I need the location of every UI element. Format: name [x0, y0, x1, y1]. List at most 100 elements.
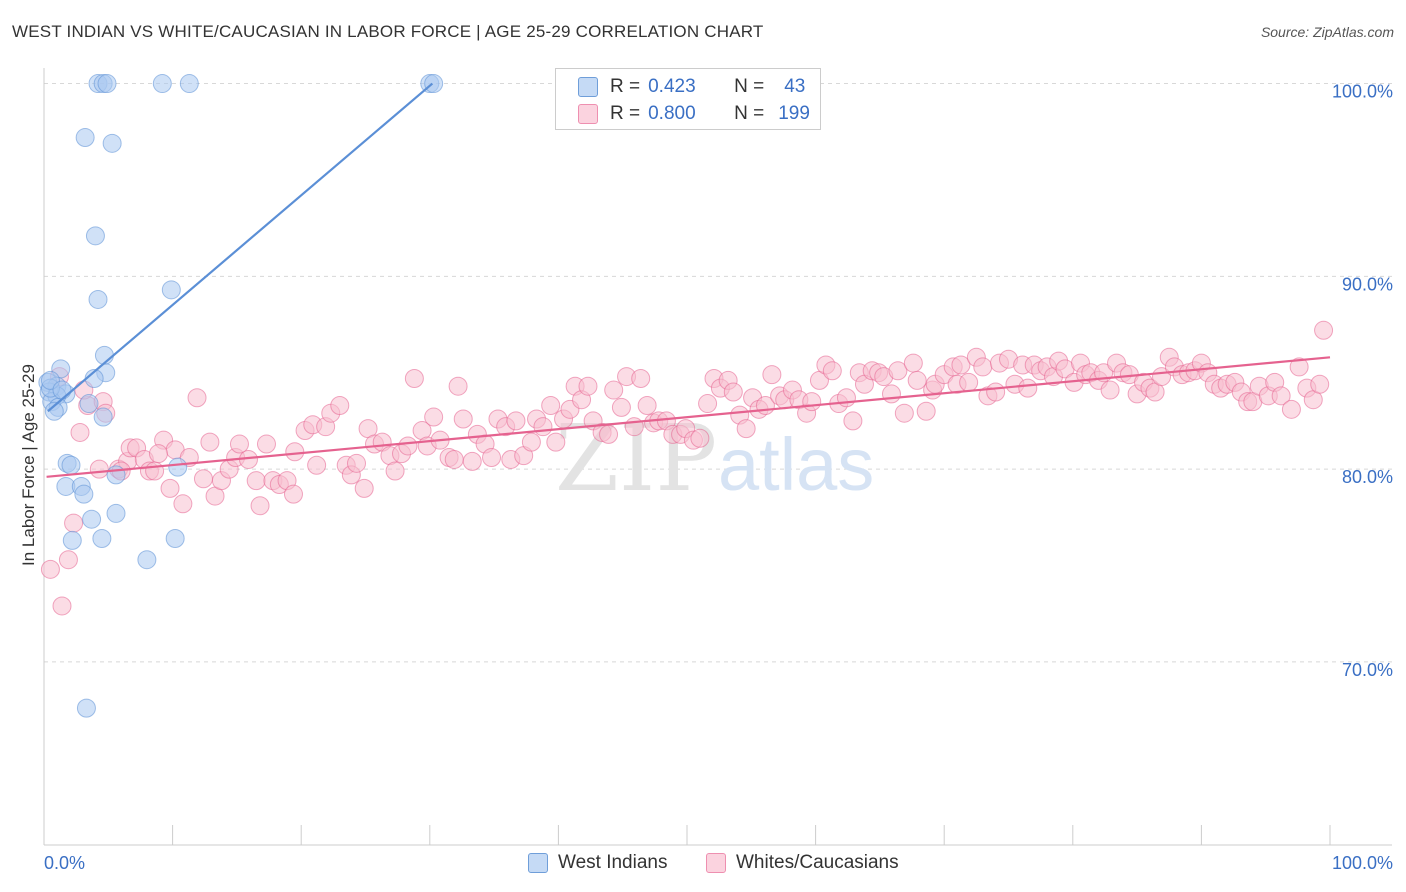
- series-west-indians: [38, 74, 444, 718]
- whites-point-162: [1100, 380, 1120, 400]
- whites-point-190: [1289, 357, 1309, 377]
- stats-r-value: 0.423: [648, 76, 696, 97]
- whites-point-58: [424, 407, 444, 427]
- west-indians-point-23: [44, 401, 64, 421]
- whites-point-85: [599, 424, 619, 444]
- whites-point-3: [64, 513, 84, 533]
- west-indians-point-24: [93, 407, 113, 427]
- whites-point-40: [307, 455, 327, 475]
- whites-point-17: [160, 478, 180, 498]
- stats-n-value: 199: [778, 103, 810, 124]
- stats-n-label: N =: [734, 103, 765, 124]
- stats-r-label: R =: [610, 76, 641, 97]
- whites-point-194: [1314, 320, 1334, 340]
- y-tick-label-3: 70.0%: [1342, 660, 1393, 680]
- whites-point-189: [1281, 399, 1301, 419]
- west-indians-trend-line: [47, 82, 434, 413]
- legend-item-whites[interactable]: Whites/Caucasians: [706, 852, 899, 874]
- whites-point-116: [802, 392, 822, 412]
- y-tick-label-0: 100.0%: [1332, 82, 1393, 102]
- whites-point-61: [444, 449, 464, 469]
- whites-point-64: [462, 451, 482, 471]
- whites-point-198: [148, 444, 168, 464]
- whites-point-55: [404, 368, 424, 388]
- whites-point-140: [959, 372, 979, 392]
- whites-point-193: [1310, 374, 1330, 394]
- west-indians-point-7: [75, 128, 95, 148]
- x-tick-label-0: 0.0%: [44, 853, 85, 873]
- stats-row-west-indians: R = 0.423 N = 43: [578, 75, 805, 99]
- stats-n-value: 43: [784, 76, 806, 97]
- west-indians-point-6: [424, 74, 444, 94]
- west-indians-point-40: [76, 698, 96, 718]
- whites-trend-line: [46, 356, 1331, 478]
- whites-point-100: [698, 394, 718, 414]
- whites-point-73: [521, 432, 541, 452]
- west-indians-point-29: [168, 457, 188, 477]
- whites-point-129: [888, 361, 908, 381]
- whites-point-119: [822, 361, 842, 381]
- west-indians-point-33: [74, 484, 94, 504]
- stats-n-label: N =: [734, 76, 765, 97]
- whites-point-133: [916, 401, 936, 421]
- whites-point-104: [723, 382, 743, 402]
- stats-swatch-blue: [578, 77, 598, 97]
- legend-item-west-indians[interactable]: West Indians: [528, 852, 667, 874]
- whites-point-128: [881, 384, 901, 404]
- whites-point-22: [193, 469, 213, 489]
- west-indians-point-36: [62, 530, 82, 550]
- whites-point-46: [346, 453, 366, 473]
- whites-point-87: [611, 397, 631, 417]
- west-indians-point-35: [82, 509, 102, 529]
- whites-point-28: [229, 434, 249, 454]
- whites-point-67: [482, 448, 502, 468]
- legend-swatch-blue: [528, 853, 548, 873]
- whites-point-122: [843, 411, 863, 431]
- west-indians-point-37: [92, 528, 112, 548]
- stats-r-value: 0.800: [648, 103, 696, 124]
- whites-point-52: [385, 461, 405, 481]
- whites-point-144: [986, 382, 1006, 402]
- stats-legend: R = 0.423 N = 43 R = 0.800 N = 199: [555, 68, 821, 130]
- whites-point-21: [187, 388, 207, 408]
- west-indians-point-34: [106, 503, 126, 523]
- whites-point-32: [256, 434, 276, 454]
- whites-point-110: [762, 365, 782, 385]
- west-indians-point-21: [79, 394, 99, 414]
- whites-point-15: [145, 461, 165, 481]
- whites-point-76: [541, 395, 561, 415]
- stats-swatch-pink: [578, 104, 598, 124]
- whites-point-31: [250, 496, 270, 516]
- west-indians-point-8: [102, 133, 122, 153]
- whites-point-99: [690, 428, 710, 448]
- tick-labels: 100.0% 90.0% 80.0% 70.0% 0.0% 100.0%: [44, 82, 1393, 873]
- whites-point-86: [604, 380, 624, 400]
- whites-point-6: [89, 459, 109, 479]
- west-indians-point-42: [52, 380, 72, 400]
- whites-point-23: [200, 432, 220, 452]
- legend-label-whites: Whites/Caucasians: [736, 852, 899, 873]
- whites-point-1: [52, 596, 72, 616]
- stats-row-whites: R = 0.800 N = 199: [578, 102, 810, 126]
- y-axis-label: In Labor Force | Age 25-29: [19, 364, 38, 566]
- whites-point-63: [453, 409, 473, 429]
- west-indians-point-9: [85, 226, 105, 246]
- whites-point-131: [903, 353, 923, 373]
- y-tick-label-2: 80.0%: [1342, 467, 1393, 487]
- whites-point-149: [1018, 378, 1038, 398]
- whites-point-130: [894, 403, 914, 423]
- whites-point-30: [246, 471, 266, 491]
- whites-point-2: [58, 550, 78, 570]
- y-tick-label-1: 90.0%: [1342, 274, 1393, 294]
- legend-label-west-indians: West Indians: [558, 852, 668, 873]
- whites-point-139: [951, 355, 971, 375]
- west-indians-point-3: [152, 74, 172, 94]
- whites-point-82: [578, 376, 598, 396]
- whites-point-37: [285, 442, 305, 462]
- west-indians-point-28: [61, 455, 81, 475]
- axes: [43, 68, 1392, 846]
- west-indians-point-38: [165, 528, 185, 548]
- whites-point-54: [398, 436, 418, 456]
- whites-point-91: [637, 395, 657, 415]
